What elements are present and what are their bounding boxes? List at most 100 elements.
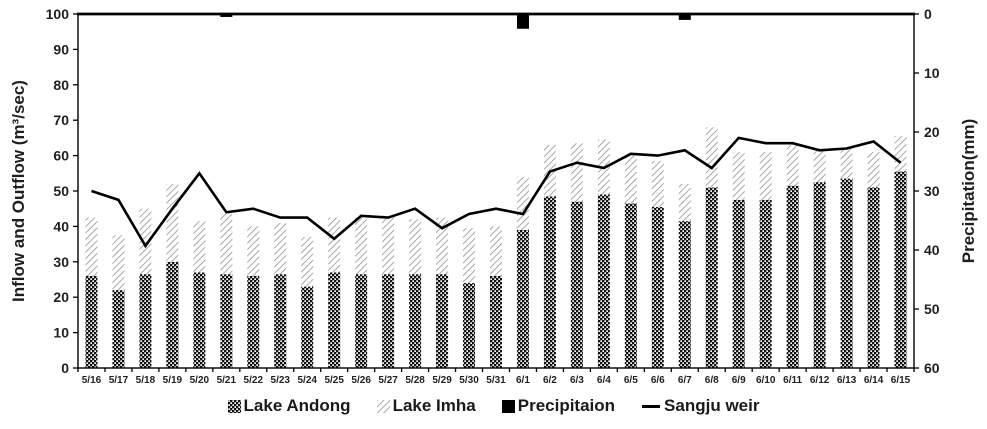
bar-lake-andong <box>840 178 853 368</box>
bar-lake-andong <box>678 221 691 368</box>
bar-lake-andong <box>247 275 260 368</box>
bar-lake-imha <box>247 226 260 276</box>
bar-lake-andong <box>813 182 826 368</box>
y-right-tick-label: 20 <box>924 124 940 140</box>
x-tick-label: 6/5 <box>624 375 638 386</box>
y-left-tick-label: 0 <box>61 360 69 376</box>
y-right-tick-label: 0 <box>924 6 932 22</box>
bar-lake-andong <box>409 274 422 368</box>
bar-lake-andong <box>570 201 583 368</box>
bar-lake-andong <box>382 274 395 368</box>
y-right-tick-label: 50 <box>924 301 940 317</box>
x-tick-label: 5/29 <box>432 375 452 386</box>
legend-item-lake-imha: Lake Imha <box>376 396 476 416</box>
bar-precipitation <box>516 14 529 29</box>
bar-lake-imha <box>355 217 368 275</box>
bar-lake-andong <box>436 274 449 368</box>
bar-lake-imha <box>732 152 745 200</box>
y-right-tick-label: 10 <box>924 65 940 81</box>
bar-lake-imha <box>436 217 449 275</box>
bar-lake-imha <box>867 152 880 188</box>
x-tick-label: 6/11 <box>783 375 802 386</box>
tick-labels: 0 10 20 30 40 50 60 70 80 90 100 0 10 20 30 40 50 60 5/16 5… <box>46 6 940 386</box>
bar-precipitation <box>678 14 691 20</box>
x-tick-label: 6/3 <box>570 375 584 386</box>
bar-lake-imha <box>786 144 799 186</box>
bar-lake-imha <box>409 219 422 275</box>
x-tick-label: 6/10 <box>756 375 776 386</box>
bar-lake-imha <box>112 235 125 291</box>
x-tick-label: 5/21 <box>217 375 237 386</box>
bar-lake-imha <box>166 183 179 262</box>
bar-lake-andong <box>166 261 179 368</box>
bar-lake-imha <box>516 176 529 230</box>
bar-lake-andong <box>193 272 206 368</box>
x-tick-label: 6/6 <box>651 375 665 386</box>
bar-lake-imha <box>624 155 637 204</box>
x-tick-label: 6/4 <box>597 375 611 386</box>
legend-item-sangju-weir: Sangju weir <box>641 396 759 416</box>
hatch-swatch-icon <box>376 399 390 413</box>
y-left-tick-label: 30 <box>53 254 69 270</box>
precipitation-bars <box>220 14 691 29</box>
bar-lake-imha <box>328 217 341 273</box>
x-tick-label: 5/31 <box>486 375 506 386</box>
bar-lake-imha <box>651 160 664 207</box>
x-tick-label: 6/8 <box>705 375 719 386</box>
bar-lake-andong <box>894 171 907 368</box>
y-left-tick-label: 10 <box>53 325 69 341</box>
x-tick-label: 6/1 <box>516 375 530 386</box>
bar-lake-andong <box>274 274 287 368</box>
y-right-tick-label: 60 <box>924 360 940 376</box>
bar-lake-imha <box>840 148 853 179</box>
bar-lake-andong <box>732 199 745 368</box>
y-left-tick-label: 40 <box>53 218 69 234</box>
bar-lake-andong <box>220 274 233 368</box>
bar-lake-imha <box>894 136 907 172</box>
x-tick-label: 5/27 <box>378 375 398 386</box>
bar-lake-imha <box>705 127 718 188</box>
bar-lake-andong <box>463 283 476 368</box>
legend-label: Sangju weir <box>664 396 760 415</box>
bar-lake-andong <box>301 286 314 368</box>
sangju-weir-polyline <box>91 136 902 249</box>
bar-lake-andong <box>355 274 368 368</box>
x-tick-label: 5/17 <box>109 375 129 386</box>
bar-lake-imha <box>301 237 314 287</box>
legend-label: Lake Andong <box>243 396 351 415</box>
sangju-weir-line <box>91 136 902 249</box>
bar-lake-imha <box>220 214 233 275</box>
legend-item-precipitation: Precipitaion <box>501 396 616 416</box>
y-left-tick-label: 90 <box>53 41 69 57</box>
bar-lake-imha <box>813 148 826 183</box>
bar-lake-imha <box>382 215 395 275</box>
x-tick-label: 5/23 <box>271 375 291 386</box>
legend: Lake Andong Lake Imha Precipitaion Sangj… <box>0 396 987 416</box>
legend-label: Precipitaion <box>517 396 616 415</box>
x-tick-label: 5/19 <box>163 375 183 386</box>
bar-lake-andong <box>597 194 610 368</box>
x-tick-label: 5/18 <box>136 375 156 386</box>
bar-lake-andong <box>867 187 880 368</box>
y-left-tick-label: 20 <box>53 289 69 305</box>
x-tick-label: 6/9 <box>732 375 746 386</box>
line-swatch-icon <box>642 404 661 408</box>
bar-lake-andong <box>516 229 529 368</box>
x-tick-label: 6/7 <box>678 375 692 386</box>
x-tick-label: 5/30 <box>459 375 479 386</box>
bar-lake-andong <box>543 196 556 368</box>
bar-lake-imha <box>570 143 583 202</box>
y-left-tick-label: 50 <box>53 183 69 199</box>
dotted-swatch-icon <box>227 399 241 413</box>
legend-label: Lake Imha <box>392 396 476 415</box>
x-tick-label: 6/13 <box>837 375 857 386</box>
legend-item-lake-andong: Lake Andong <box>227 396 351 416</box>
y-right-tick-label: 40 <box>924 242 940 258</box>
bar-lake-andong <box>112 290 125 368</box>
bar-lake-andong <box>786 185 799 368</box>
y-left-tick-label: 80 <box>53 77 69 93</box>
bar-lake-imha <box>490 226 502 276</box>
x-tick-label: 6/12 <box>810 375 830 386</box>
